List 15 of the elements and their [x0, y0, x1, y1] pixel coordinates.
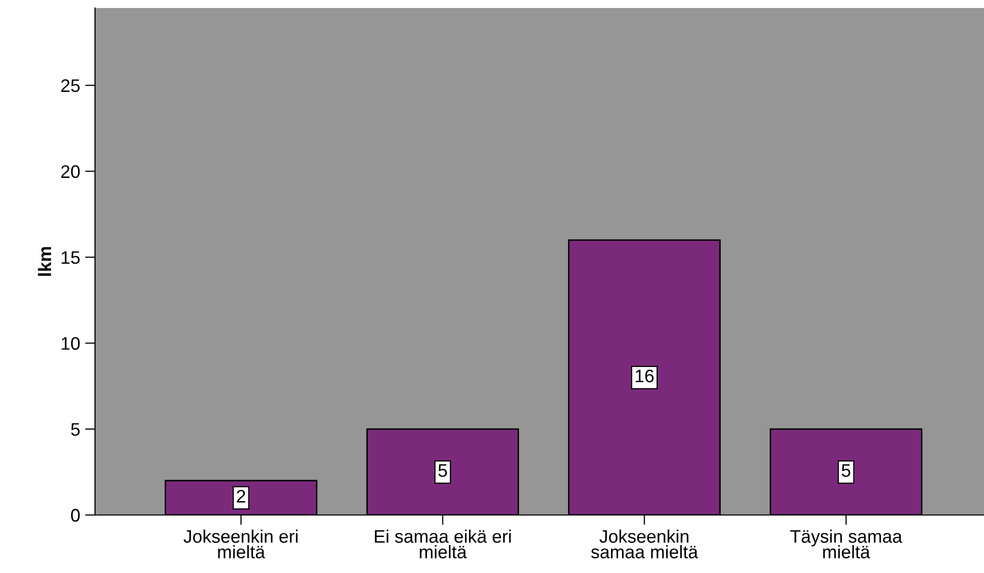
x-tick-label: Täysin samaa mieltä — [790, 530, 902, 558]
data-label: 5 — [438, 464, 447, 477]
y-axis-title: lkm — [38, 247, 52, 276]
x-tick-label: Jokseenkin samaa mieltä — [591, 530, 698, 558]
y-tick-label: 10 — [62, 337, 80, 350]
y-tick-label: 0 — [71, 508, 80, 522]
y-tick-label: 20 — [61, 165, 80, 178]
x-tick-label: Ei samaa eikä eri mieltä — [374, 530, 511, 558]
data-label: 2 — [236, 490, 246, 502]
data-label: 5 — [842, 464, 850, 477]
y-tick-label: 15 — [62, 251, 80, 264]
y-tick-label: 25 — [61, 79, 80, 92]
y-tick-label: 5 — [71, 423, 80, 436]
data-label: 16 — [636, 370, 654, 382]
x-tick-label: Jokseenkin eri mieltä — [184, 530, 298, 558]
